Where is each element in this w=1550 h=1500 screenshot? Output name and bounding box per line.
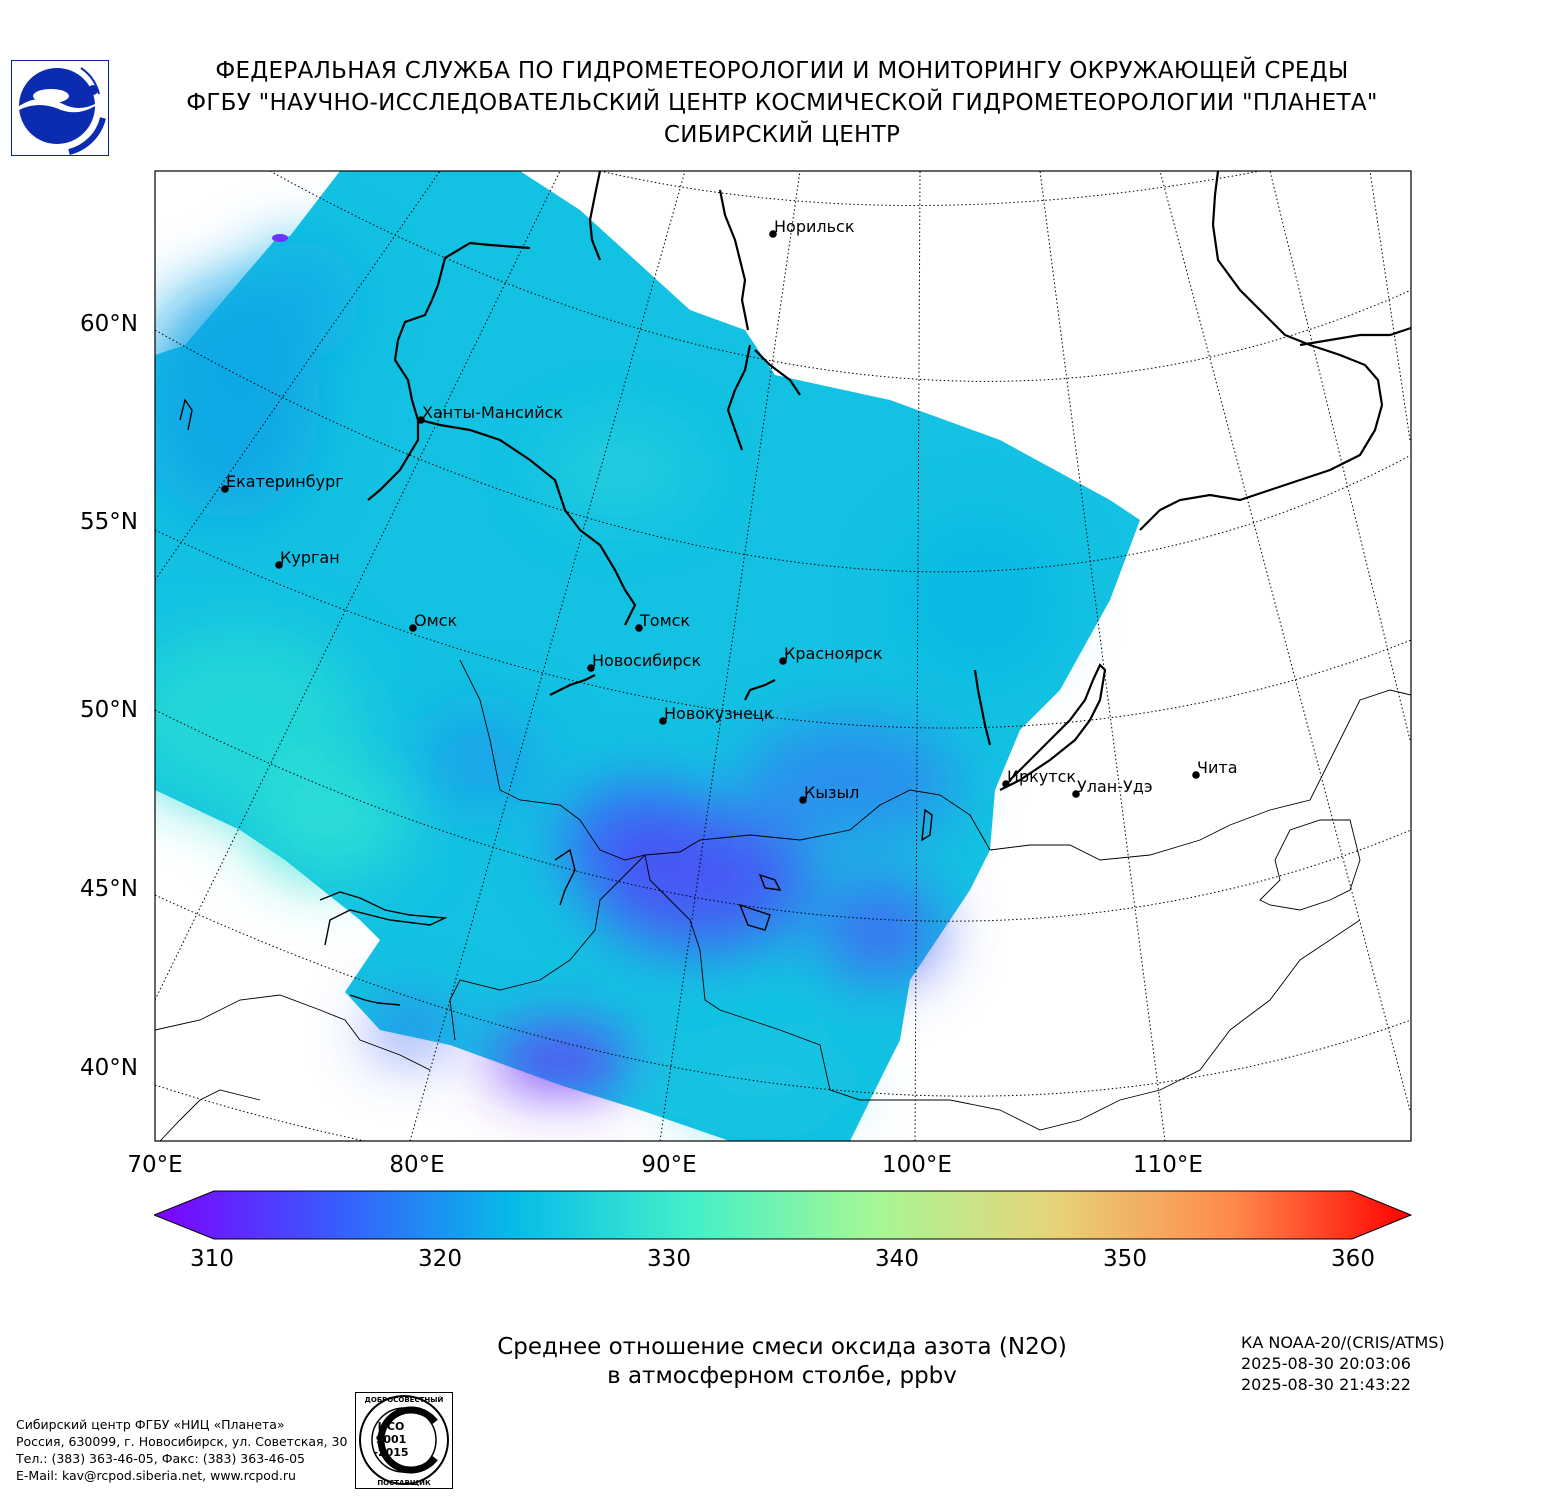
city-marker: [769, 230, 777, 238]
city-label: Чита: [1197, 758, 1238, 777]
city-marker: [417, 416, 425, 424]
borders: [155, 659, 1411, 1141]
lon-label-100: 100°E: [882, 1152, 952, 1178]
city-label: Красноярск: [784, 644, 883, 663]
city-label: Екатеринбург: [226, 472, 344, 491]
lat-label-55: 55°N: [80, 509, 138, 535]
footer-org: Сибирский центр ФГБУ «НИЦ «Планета»: [16, 1417, 285, 1432]
concentration-field: [155, 240, 1060, 1120]
city-marker: [275, 561, 283, 569]
city-label: Омск: [414, 611, 458, 630]
colorbar-tick-360: 360: [1331, 1246, 1375, 1272]
map-frame: [154, 170, 1412, 1142]
header-agency: ФЕДЕРАЛЬНАЯ СЛУЖБА ПО ГИДРОМЕТЕОРОЛОГИИ …: [215, 58, 1349, 84]
colorbar-tick-340: 340: [875, 1246, 919, 1272]
colorbar-tick-310: 310: [190, 1246, 234, 1272]
city-label: Курган: [280, 548, 340, 567]
caption-title: Среднее отношение смеси оксида азота (N2…: [497, 1334, 1067, 1360]
graticule: [155, 171, 1411, 1141]
city-marker: [221, 485, 229, 493]
city-label: Новокузнецк: [664, 704, 774, 723]
footer-phone: Тел.: (383) 363-46-05, Факс: (383) 363-4…: [16, 1451, 306, 1466]
colorbar-tick-350: 350: [1103, 1246, 1147, 1272]
city-label: Норильск: [774, 217, 855, 236]
city-marker: [1072, 790, 1080, 798]
svg-text:ПОСТАВЩИК: ПОСТАВЩИК: [377, 1479, 431, 1487]
city-label: Кызыл: [804, 783, 860, 802]
lon-label-90: 90°E: [641, 1152, 697, 1178]
lat-label-60: 60°N: [80, 311, 138, 337]
rivers: [367, 171, 1411, 791]
city-label: Новосибирск: [592, 651, 702, 670]
satellite-time-end: 2025-08-30 21:43:22: [1241, 1375, 1411, 1394]
lon-label-70: 70°E: [127, 1152, 183, 1178]
city-marker: [1192, 771, 1200, 779]
city-markers: [221, 230, 1200, 804]
colorbar: [154, 1190, 1412, 1240]
city-marker: [779, 657, 787, 665]
svg-text:9001: 9001: [376, 1433, 407, 1446]
caption-subtitle: в атмосферном столбе, ppbv: [607, 1363, 957, 1389]
lon-label-80: 80°E: [389, 1152, 445, 1178]
roshydromet-logo-icon: [11, 60, 109, 156]
city-label: Томск: [640, 611, 691, 630]
city-marker: [1002, 780, 1010, 788]
lat-label-50: 50°N: [80, 697, 138, 723]
lakes: [179, 398, 933, 1006]
header-institute: ФГБУ "НАУЧНО-ИССЛЕДОВАТЕЛЬСКИЙ ЦЕНТР КОС…: [186, 90, 1378, 116]
svg-text:ИСО: ИСО: [378, 1420, 405, 1433]
city-label: Улан-Удэ: [1077, 777, 1153, 796]
city-marker: [659, 717, 667, 725]
city-marker: [799, 796, 807, 804]
city-marker: [409, 624, 417, 632]
svg-text:ДОБРОСОВЕСТНЫЙ: ДОБРОСОВЕСТНЫЙ: [365, 1395, 444, 1404]
colorbar-tick-320: 320: [418, 1246, 462, 1272]
colorbar-tick-330: 330: [647, 1246, 691, 1272]
satellite-name: КА NOAA-20/(CRIS/ATMS): [1241, 1333, 1445, 1352]
city-marker: [587, 664, 595, 672]
lat-label-45: 45°N: [80, 876, 138, 902]
iso-stamp-icon: ДОБРОСОВЕСТНЫЙ ИСО 9001 -2015 ПОСТАВЩИК: [355, 1392, 453, 1489]
lon-label-110: 110°E: [1133, 1152, 1203, 1178]
city-label: Ханты-Мансийск: [422, 403, 564, 422]
satellite-time-start: 2025-08-30 20:03:06: [1241, 1354, 1411, 1373]
city-marker: [635, 624, 643, 632]
footer-email: E-Mail: kav@rcpod.siberia.net, www.rcpod…: [16, 1468, 296, 1483]
header-center: СИБИРСКИЙ ЦЕНТР: [663, 122, 901, 148]
svg-text:-2015: -2015: [373, 1446, 408, 1459]
lat-label-40: 40°N: [80, 1055, 138, 1081]
city-label: Иркутск: [1007, 767, 1077, 786]
footer-address: Россия, 630099, г. Новосибирск, ул. Сове…: [16, 1434, 348, 1449]
